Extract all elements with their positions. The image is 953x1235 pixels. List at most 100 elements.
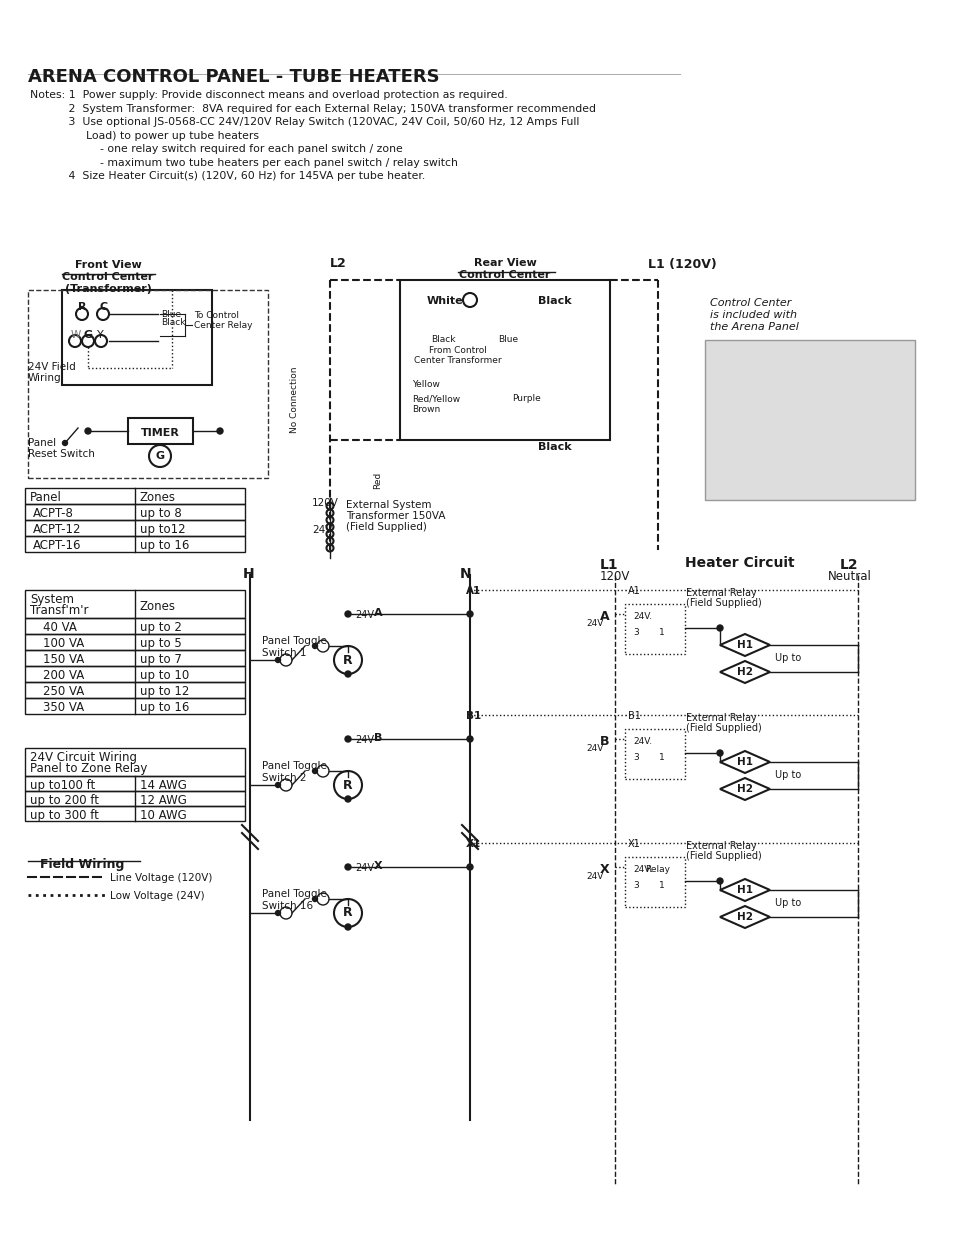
Circle shape [313, 643, 317, 648]
Text: H2: H2 [737, 911, 752, 923]
Circle shape [275, 910, 280, 915]
Bar [624, 857, 684, 906]
Text: Panel to Zone Relay: Panel to Zone Relay [30, 762, 147, 776]
Bar [25, 666, 245, 682]
Text: B1: B1 [627, 711, 640, 721]
Text: Wiring: Wiring [28, 373, 62, 383]
Text: Black: Black [537, 296, 571, 306]
Text: 24V: 24V [585, 872, 602, 881]
Text: up to 12: up to 12 [140, 685, 190, 698]
Text: 24V: 24V [355, 735, 374, 745]
Text: Line Voltage (120V): Line Voltage (120V) [110, 873, 213, 883]
Text: 24V: 24V [585, 743, 602, 753]
Bar [25, 618, 245, 634]
Text: 12 AWG: 12 AWG [140, 794, 187, 806]
Bar [25, 488, 245, 504]
Text: B1: B1 [465, 711, 480, 721]
Text: 3  Use optional JS-0568-CC 24V/120V Relay Switch (120VAC, 24V Coil, 50/60 Hz, 12: 3 Use optional JS-0568-CC 24V/120V Relay… [30, 117, 578, 127]
Text: R: R [343, 906, 353, 920]
Text: R: R [78, 303, 87, 312]
Circle shape [717, 878, 722, 884]
Text: 24V.: 24V. [633, 737, 652, 746]
Text: Black: Black [431, 335, 455, 345]
Circle shape [345, 736, 351, 742]
Text: Zones: Zones [140, 600, 175, 613]
Circle shape [467, 611, 473, 618]
Text: Rear View: Rear View [473, 258, 536, 268]
Text: Heater Circuit: Heater Circuit [684, 556, 794, 571]
Bar [25, 806, 245, 821]
Text: Panel Toggle: Panel Toggle [262, 889, 327, 899]
Bar [25, 748, 245, 776]
Circle shape [345, 924, 351, 930]
Bar [62, 290, 212, 385]
Text: (Field Supplied): (Field Supplied) [685, 851, 760, 861]
Circle shape [85, 429, 91, 433]
Text: ACPT-12: ACPT-12 [33, 522, 81, 536]
Text: ARENA CONTROL PANEL - TUBE HEATERS: ARENA CONTROL PANEL - TUBE HEATERS [28, 68, 439, 86]
Text: Low Voltage (24V): Low Voltage (24V) [110, 890, 204, 902]
Text: 1: 1 [659, 881, 664, 890]
Bar [128, 417, 193, 445]
Circle shape [717, 750, 722, 756]
Text: 24V.: 24V. [633, 613, 652, 621]
Text: up to 2: up to 2 [140, 621, 182, 634]
Text: Transformer 150VA: Transformer 150VA [346, 511, 445, 521]
Text: Yellow: Yellow [412, 380, 439, 389]
Bar [25, 520, 245, 536]
Text: X: X [599, 863, 609, 876]
Text: L1 (120V): L1 (120V) [647, 258, 716, 270]
Text: 200 VA: 200 VA [43, 669, 84, 682]
Circle shape [313, 768, 317, 773]
Text: External Relay: External Relay [685, 588, 756, 598]
Text: Purple: Purple [512, 394, 540, 403]
Text: 2  System Transformer:  8VA required for each External Relay; 150VA transformer : 2 System Transformer: 8VA required for e… [30, 104, 596, 114]
Text: L2: L2 [330, 257, 346, 270]
Circle shape [216, 429, 223, 433]
Text: X1: X1 [465, 839, 480, 848]
Text: N: N [459, 567, 471, 580]
Text: Panel Toggle: Panel Toggle [262, 636, 327, 646]
Text: G: G [155, 451, 164, 461]
Text: 350 VA: 350 VA [43, 701, 84, 714]
Text: G: G [84, 330, 93, 340]
Text: To Control: To Control [193, 311, 239, 320]
Text: 24V: 24V [355, 863, 374, 873]
Text: A: A [599, 610, 609, 622]
Text: Center Relay: Center Relay [193, 321, 253, 330]
Text: up to 16: up to 16 [140, 701, 190, 714]
Text: up to 16: up to 16 [140, 538, 190, 552]
Text: R: R [343, 778, 353, 792]
Text: External Relay: External Relay [685, 841, 756, 851]
Text: L2: L2 [840, 558, 858, 572]
Text: Panel: Panel [28, 438, 56, 448]
Text: up to100 ft: up to100 ft [30, 779, 95, 792]
Text: 14 AWG: 14 AWG [140, 779, 187, 792]
Text: up to 10: up to 10 [140, 669, 189, 682]
Text: System: System [30, 593, 74, 606]
Text: External Relay: External Relay [685, 713, 756, 722]
Text: Black: Black [161, 317, 185, 327]
Text: 120V: 120V [312, 498, 338, 508]
Bar [28, 290, 268, 478]
Circle shape [345, 797, 351, 802]
Text: 3: 3 [633, 629, 639, 637]
Text: Front View: Front View [74, 261, 141, 270]
Text: Transf'm'r: Transf'm'r [30, 604, 89, 618]
Circle shape [717, 625, 722, 631]
Text: Up to: Up to [774, 653, 801, 663]
Text: 1: 1 [659, 629, 664, 637]
Text: up to12: up to12 [140, 522, 186, 536]
Bar [25, 790, 245, 806]
Text: 120V: 120V [599, 571, 630, 583]
Circle shape [467, 864, 473, 869]
Text: No Connection: No Connection [291, 367, 299, 433]
Bar [25, 634, 245, 650]
Text: H1: H1 [737, 885, 752, 895]
Text: Up to: Up to [774, 769, 801, 781]
Text: up to 300 ft: up to 300 ft [30, 809, 99, 823]
Bar [25, 590, 245, 618]
Text: Switch 2: Switch 2 [262, 773, 306, 783]
Text: 24V Field: 24V Field [28, 362, 75, 372]
Circle shape [275, 657, 280, 662]
